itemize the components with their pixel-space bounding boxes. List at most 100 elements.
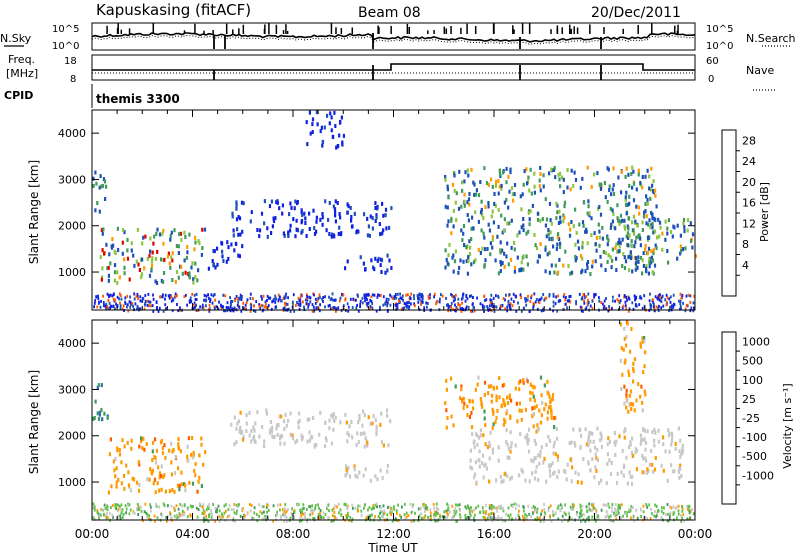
- heatmap-cell: [602, 250, 605, 254]
- heatmap-cell: [517, 301, 519, 305]
- heatmap-cell: [451, 255, 454, 260]
- heatmap-cell: [555, 216, 558, 221]
- heatmap-cell: [276, 423, 279, 428]
- heatmap-cell: [296, 200, 299, 204]
- heatmap-cell: [318, 506, 320, 510]
- heatmap-cell: [621, 264, 624, 268]
- heatmap-cell: [646, 168, 649, 173]
- heatmap-cell: [327, 516, 330, 520]
- heatmap-cell: [641, 228, 644, 232]
- heatmap-cell: [231, 300, 234, 303]
- x-tick-label: 20:00: [577, 527, 612, 541]
- heatmap-cell: [367, 415, 370, 420]
- heatmap-cell: [653, 303, 655, 306]
- heatmap-cell: [539, 218, 542, 223]
- heatmap-cell: [642, 214, 646, 219]
- heatmap-cell: [191, 436, 194, 440]
- heatmap-cell: [452, 269, 455, 274]
- heatmap-cell: [626, 481, 629, 486]
- heatmap-cell: [496, 408, 499, 413]
- heatmap-cell: [369, 478, 372, 483]
- heatmap-cell: [656, 512, 658, 516]
- heatmap-cell: [128, 300, 131, 304]
- heatmap-cell: [194, 297, 197, 301]
- heatmap-cell: [270, 307, 273, 311]
- heatmap-cell: [512, 300, 515, 304]
- heatmap-cell: [308, 438, 312, 443]
- heatmap-cell: [274, 296, 277, 300]
- heatmap-cell: [474, 210, 477, 215]
- heatmap-cell: [211, 301, 214, 305]
- heatmap-cell: [681, 509, 684, 513]
- heatmap-cell: [216, 262, 219, 267]
- heatmap-cell: [265, 411, 268, 416]
- heatmap-cell: [492, 220, 495, 225]
- heatmap-cell: [528, 222, 531, 227]
- colorbar-tick-label: 500: [742, 355, 763, 368]
- heatmap-cell: [509, 476, 512, 481]
- heatmap-cell: [611, 219, 614, 224]
- heatmap-cell: [285, 509, 288, 513]
- heatmap-cell: [297, 296, 300, 300]
- heatmap-cell: [642, 370, 645, 375]
- heatmap-cell: [386, 301, 389, 305]
- heatmap-cell: [622, 514, 624, 518]
- heatmap-cell: [363, 444, 366, 449]
- heatmap-cell: [284, 295, 287, 299]
- heatmap-cell: [323, 444, 327, 449]
- heatmap-cell: [452, 253, 455, 258]
- heatmap-cell: [619, 322, 622, 327]
- heatmap-cell: [654, 188, 657, 193]
- heatmap-cell: [217, 504, 220, 508]
- heatmap-cell: [483, 392, 486, 397]
- heatmap-cell: [653, 263, 657, 268]
- heatmap-cell: [515, 516, 517, 520]
- heatmap-cell: [666, 231, 669, 236]
- heatmap-cell: [390, 295, 393, 299]
- heatmap-cell: [112, 459, 115, 464]
- heatmap-cell: [625, 405, 628, 410]
- heatmap-cell: [248, 411, 251, 415]
- heatmap-cell: [96, 509, 99, 513]
- heatmap-cell: [462, 231, 465, 236]
- heatmap-cell: [349, 206, 352, 210]
- heatmap-cell: [249, 296, 252, 300]
- heatmap-cell: [149, 505, 152, 509]
- heatmap-cell: [233, 442, 236, 447]
- heatmap-cell: [287, 296, 289, 300]
- heatmap-cell: [379, 422, 382, 427]
- heatmap-cell: [552, 510, 554, 513]
- heatmap-cell: [691, 245, 694, 250]
- heatmap-cell: [597, 514, 600, 518]
- heatmap-cell: [497, 505, 500, 509]
- heatmap-cell: [692, 301, 695, 305]
- heatmap-cell: [194, 261, 197, 266]
- heatmap-cell: [553, 416, 556, 421]
- heatmap-cell: [338, 299, 341, 303]
- heatmap-cell: [544, 197, 547, 202]
- heatmap-cell: [201, 505, 204, 509]
- heatmap-cell: [284, 303, 287, 307]
- heatmap-cell: [483, 409, 486, 414]
- heatmap-cell: [529, 309, 531, 313]
- heatmap-cell: [563, 511, 566, 515]
- heatmap-cell: [183, 511, 186, 515]
- heatmap-cell: [475, 480, 478, 485]
- heatmap-cell: [218, 514, 221, 518]
- heatmap-cell: [447, 504, 450, 508]
- heatmap-cell: [276, 432, 279, 437]
- heatmap-cell: [290, 511, 293, 515]
- heatmap-cell: [502, 509, 505, 513]
- heatmap-cell: [598, 229, 601, 234]
- heatmap-cell: [410, 519, 413, 523]
- heatmap-cell: [484, 258, 487, 263]
- heatmap-cell: [666, 503, 669, 506]
- heatmap-cell: [534, 455, 537, 460]
- heatmap-cell: [586, 211, 589, 216]
- heatmap-cell: [471, 215, 474, 220]
- heatmap-cell: [529, 167, 532, 172]
- heatmap-cell: [658, 304, 660, 308]
- heatmap-cell: [648, 174, 651, 179]
- heatmap-cell: [679, 438, 682, 443]
- heatmap-cell: [453, 514, 456, 518]
